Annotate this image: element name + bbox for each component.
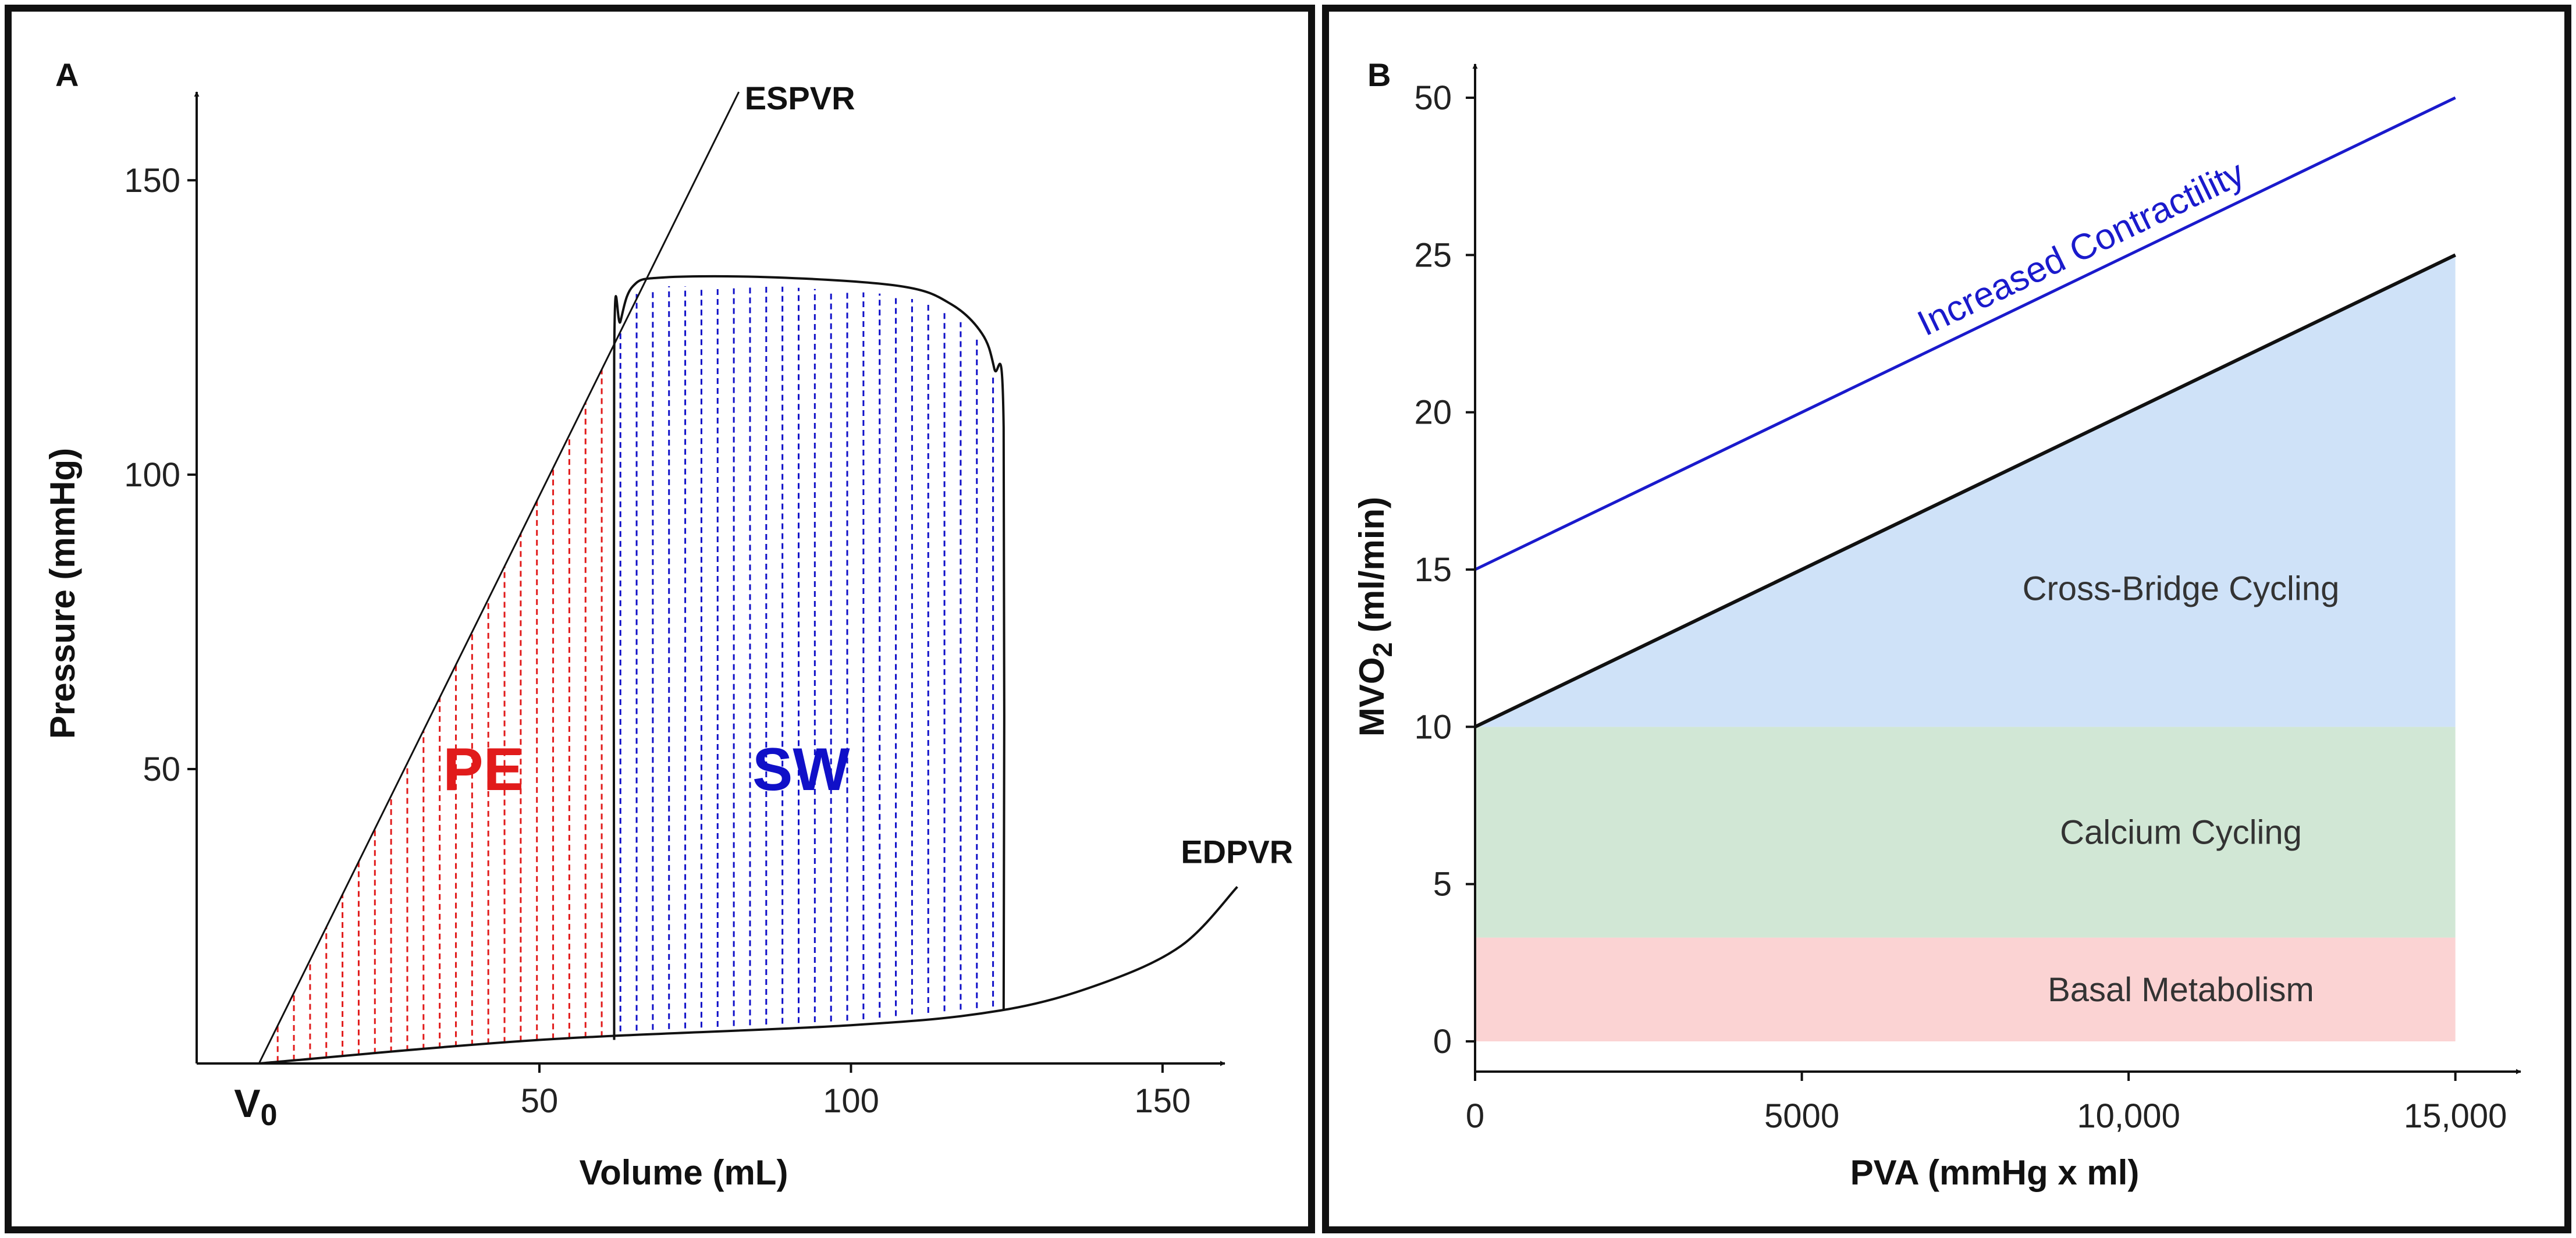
panel-b-y-tick-label: 0 bbox=[1433, 1023, 1452, 1061]
baseline-line bbox=[1474, 253, 2456, 729]
calcium-cycling-band bbox=[1475, 727, 2456, 938]
panel-b-y-title-sub: 2 bbox=[1367, 642, 1398, 657]
panel-b-x-ticks: 0 5000 10,000 15,000 bbox=[1466, 1072, 2507, 1135]
panel-a-x-tick-label: 150 bbox=[1135, 1082, 1191, 1120]
panel-a-y-tick-label: 150 bbox=[124, 162, 180, 200]
panel-a-letter: A bbox=[55, 56, 79, 93]
basal-metabolism-band bbox=[1475, 937, 2456, 1041]
pe-hatch-group bbox=[276, 369, 603, 1062]
panel-b-x-tick-label: 10,000 bbox=[2077, 1097, 2180, 1135]
panel-b-letter: B bbox=[1367, 56, 1391, 93]
panel-a-frame bbox=[5, 5, 1315, 1233]
panel-a-y-ticks: 50 100 150 bbox=[124, 162, 197, 788]
panel-b-y-ticks: 0 5 10 15 20 25 50 bbox=[1414, 79, 1475, 1061]
panel-b-y-tick-label: 20 bbox=[1414, 394, 1452, 432]
origin-label: V0 bbox=[234, 1082, 277, 1132]
panel-b-y-title-tail: (ml/min) bbox=[1352, 497, 1391, 642]
panel-b-y-tick-label: 5 bbox=[1433, 866, 1452, 903]
panel-b-y-tick-label: 10 bbox=[1414, 708, 1452, 746]
sw-label: SW bbox=[752, 736, 850, 803]
origin-label-main: V bbox=[234, 1082, 260, 1126]
edpvr-label: EDPVR bbox=[1181, 834, 1293, 870]
panel-b-x-tick-label: 15,000 bbox=[2404, 1097, 2507, 1135]
panel-a-y-title: Pressure (mmHg) bbox=[43, 448, 82, 739]
espvr-line bbox=[258, 91, 740, 1064]
panel-a-x-tick-label: 100 bbox=[823, 1082, 879, 1120]
pv-loop-curve bbox=[612, 275, 1006, 1040]
panel-b-frame bbox=[1322, 5, 2571, 1233]
panel-a-x-ticks: 50 100 150 bbox=[521, 1063, 1191, 1120]
panel-b-y-tick-label: 50 bbox=[1414, 79, 1452, 117]
cross-bridge-cycling-label: Cross-Bridge Cycling bbox=[2023, 570, 2340, 607]
panel-a-plot: 50 100 150 50 100 150 V0 PE SW ESPVR EDPVR V… bbox=[43, 80, 1293, 1192]
pe-label: PE bbox=[443, 736, 524, 803]
panel-b-y-title: MVO2 (ml/min) bbox=[1352, 497, 1398, 737]
panel-b-y-title-main: MVO bbox=[1352, 657, 1391, 737]
increased-contractility-line bbox=[1474, 96, 2456, 571]
sw-hatch-group bbox=[619, 286, 994, 1031]
panel-a: A 50 100 150 50 100 150 V0 PE SW ESPVR EDPVR… bbox=[5, 5, 1315, 1233]
basal-metabolism-label: Basal Metabolism bbox=[2048, 971, 2314, 1009]
panel-b-y-tick-label: 15 bbox=[1414, 551, 1452, 589]
panel-a-x-tick-label: 50 bbox=[521, 1082, 559, 1120]
panel-b-y-tick-label: 25 bbox=[1414, 236, 1452, 274]
edpvr-curve bbox=[258, 885, 1238, 1065]
panel-a-y-tick-label: 50 bbox=[143, 750, 180, 788]
increased-contractility-label: Increased Contractility bbox=[1911, 153, 2251, 344]
panel-a-y-tick-label: 100 bbox=[124, 456, 180, 494]
espvr-label: ESPVR bbox=[745, 80, 855, 116]
calcium-cycling-label: Calcium Cycling bbox=[2060, 813, 2302, 851]
origin-label-sub: 0 bbox=[261, 1098, 278, 1132]
panel-b-x-title: PVA (mmHg x ml) bbox=[1850, 1153, 2140, 1192]
panel-b-x-tick-label: 0 bbox=[1466, 1097, 1484, 1135]
panel-b-plot: 0 5000 10,000 15,000 0 5 10 15 20 25 50 Basal Met… bbox=[1352, 63, 2521, 1192]
panel-b-x-tick-label: 5000 bbox=[1764, 1097, 1839, 1135]
panel-a-x-title: Volume (mL) bbox=[580, 1153, 788, 1192]
panel-b: B 0 5000 10,000 15,000 0 5 10 15 20 25 50 Basal M… bbox=[1322, 5, 2571, 1233]
